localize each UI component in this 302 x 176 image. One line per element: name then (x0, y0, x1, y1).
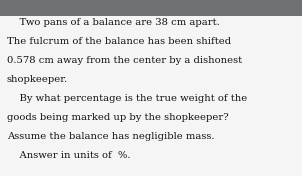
Text: shopkeeper.: shopkeeper. (7, 75, 68, 84)
Text: 0.578 cm away from the center by a dishonest: 0.578 cm away from the center by a disho… (7, 56, 242, 65)
Text: Answer in units of  %.: Answer in units of %. (7, 151, 130, 160)
Text: goods being marked up by the shopkeeper?: goods being marked up by the shopkeeper? (7, 113, 228, 122)
Text: By what percentage is the true weight of the: By what percentage is the true weight of… (7, 94, 247, 103)
Bar (0, 0, 302, 16)
Text: The fulcrum of the balance has been shifted: The fulcrum of the balance has been shif… (7, 37, 231, 46)
Text: Two pans of a balance are 38 cm apart.: Two pans of a balance are 38 cm apart. (7, 18, 219, 27)
Text: Assume the balance has negligible mass.: Assume the balance has negligible mass. (7, 132, 214, 141)
